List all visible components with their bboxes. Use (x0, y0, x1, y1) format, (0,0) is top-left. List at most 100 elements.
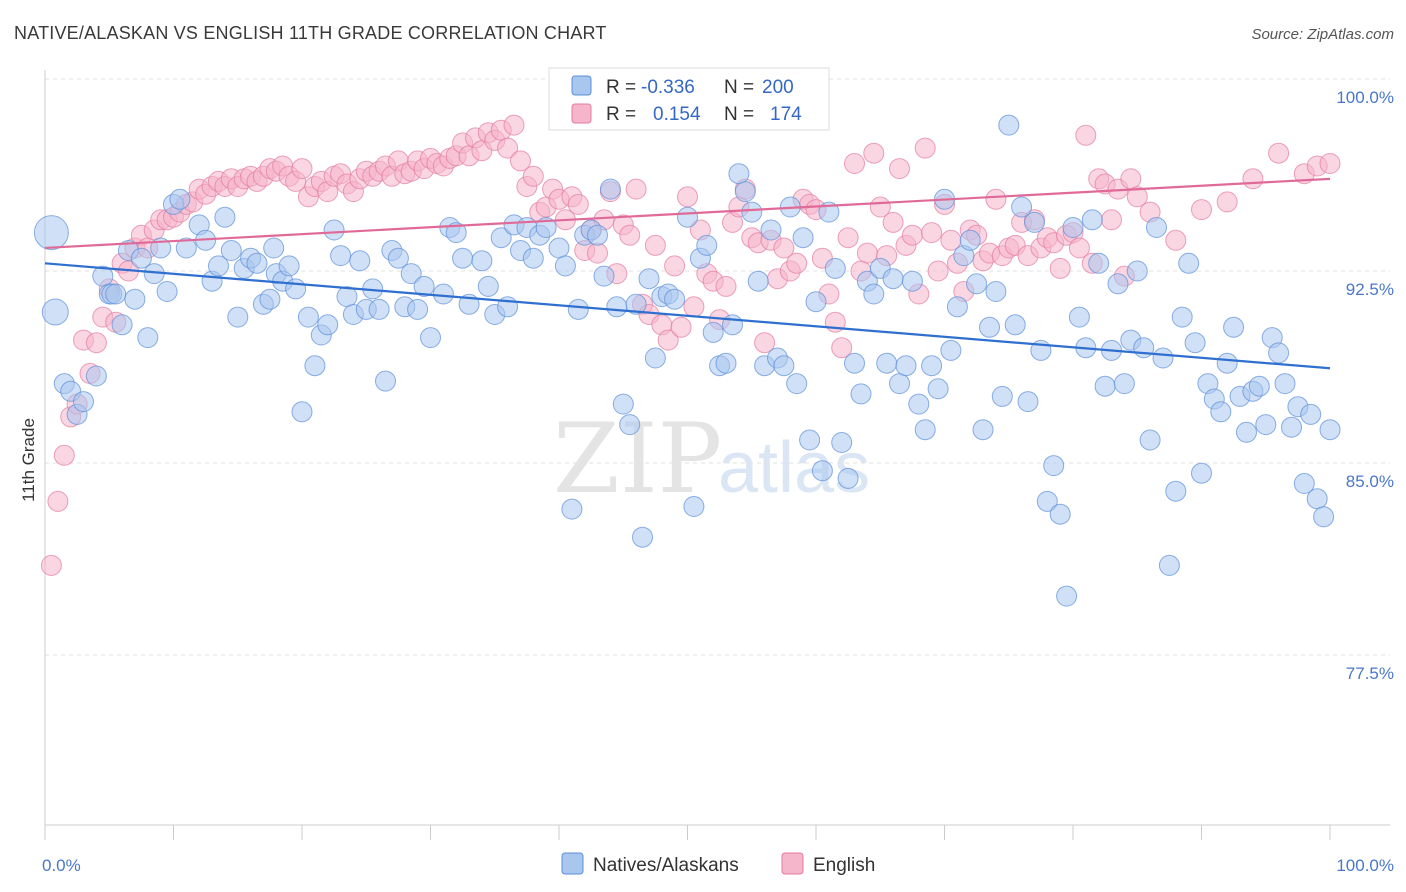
english-point (1191, 199, 1212, 221)
natives-point (593, 265, 615, 287)
series-natives-points (33, 114, 1341, 607)
natives-point (850, 383, 872, 405)
natives-point (773, 355, 795, 377)
natives-point (1017, 391, 1039, 413)
natives-point (1248, 375, 1270, 397)
natives-point (619, 414, 641, 436)
natives-point (946, 296, 968, 318)
english-r-value: 0.154 (653, 104, 701, 125)
english-point (1165, 229, 1187, 251)
natives-point (966, 273, 988, 295)
natives-point (1081, 209, 1103, 231)
english-point (1068, 237, 1090, 259)
natives-point (1024, 211, 1045, 233)
english-trend-line (44, 177, 1331, 250)
natives-point (824, 257, 846, 279)
natives-point (972, 419, 994, 441)
natives-point (432, 283, 454, 305)
english-point (1319, 153, 1341, 174)
natives-point (387, 247, 409, 269)
natives-r-label: R = (606, 77, 636, 98)
natives-point (1274, 373, 1296, 395)
natives-point (940, 339, 962, 361)
natives-point (1319, 419, 1341, 441)
natives-n-value: 200 (762, 77, 794, 98)
natives-point (1293, 473, 1315, 494)
natives-point (263, 237, 285, 259)
english-point (786, 252, 808, 274)
natives-point (831, 432, 853, 453)
trend-lines (44, 177, 1331, 370)
natives-point (1094, 375, 1116, 397)
english-point (1120, 168, 1142, 190)
y-tick-label: 100.0% (1336, 88, 1394, 107)
natives-point (927, 378, 949, 400)
english-point (927, 260, 949, 282)
natives-point (1165, 480, 1187, 502)
legend-natives-label: Natives/Alaskans (593, 855, 739, 876)
natives-point (1043, 455, 1065, 477)
natives-point (760, 219, 782, 241)
natives-point (722, 314, 743, 336)
natives-point (863, 283, 885, 305)
y-tick-label: 77.5% (1346, 664, 1394, 683)
english-point (291, 158, 313, 180)
axes (44, 70, 1390, 840)
natives-point (741, 201, 763, 223)
natives-point (214, 206, 236, 228)
natives-point (599, 178, 621, 200)
natives-point (1004, 314, 1026, 336)
english-point (1242, 168, 1264, 190)
english-point (901, 224, 923, 246)
watermark: ZIP atlas (553, 403, 870, 515)
natives-point (1171, 306, 1193, 328)
english-point (677, 186, 698, 208)
natives-point (1049, 503, 1071, 525)
natives-point (220, 240, 242, 261)
english-point (670, 316, 692, 338)
natives-point (914, 419, 936, 441)
english-point (40, 554, 62, 576)
natives-point (587, 224, 608, 246)
english-point (619, 224, 641, 246)
natives-point (702, 321, 724, 343)
english-point (889, 158, 910, 180)
stats-legend-box (548, 67, 830, 131)
natives-point (1133, 337, 1155, 359)
english-point (837, 227, 859, 249)
x-tick-label: 100.0% (1336, 856, 1394, 875)
english-point (625, 178, 647, 200)
natives-point (1184, 332, 1206, 354)
english-r-label: R = (606, 104, 636, 125)
natives-point (901, 270, 923, 292)
english-swatch (571, 103, 592, 124)
natives-point (792, 227, 814, 249)
series-legend: Natives/Alaskans English (561, 852, 875, 876)
y-tick-label: 85.0% (1346, 472, 1394, 491)
natives-point (169, 188, 191, 210)
natives-point (452, 247, 474, 269)
natives-point (959, 229, 981, 251)
english-point (1216, 191, 1238, 213)
natives-point (1036, 490, 1058, 512)
stats-legend: R = -0.336 N = 200 R = 0.154 N = 174 (548, 67, 830, 131)
english-point (664, 255, 686, 277)
legend-english-swatch (781, 852, 804, 875)
natives-point (1236, 421, 1257, 443)
natives-point (1152, 347, 1174, 369)
natives-point (291, 401, 313, 423)
natives-point (715, 352, 737, 374)
natives-point (1158, 554, 1180, 576)
natives-point (246, 252, 268, 274)
natives-point (1088, 252, 1110, 274)
natives-point (985, 281, 1007, 302)
natives-point (664, 288, 686, 310)
english-point (863, 142, 885, 164)
natives-point (625, 293, 647, 315)
natives-point (304, 355, 326, 377)
natives-point (991, 385, 1013, 407)
natives-point (278, 255, 300, 277)
english-point (754, 332, 776, 354)
natives-point (1255, 414, 1277, 436)
english-point (510, 150, 531, 172)
